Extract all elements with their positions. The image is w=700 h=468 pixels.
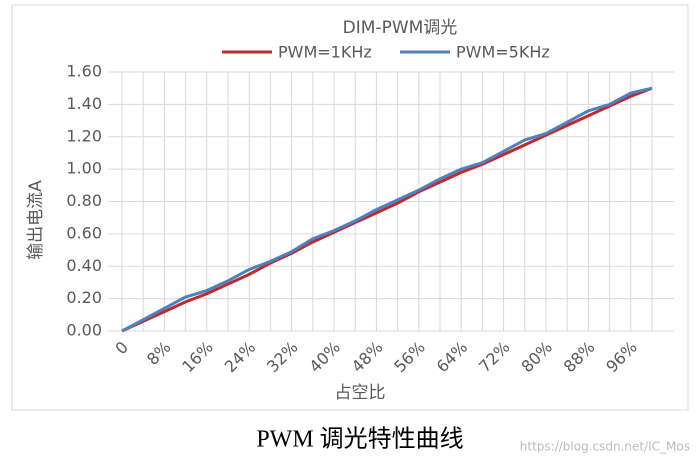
y-tick-label: 0.40 [66,256,102,275]
series-line [121,86,653,333]
watermark: https://blog.csdn.net/IC_Mos [520,440,690,454]
y-tick-label: 1.60 [66,62,102,81]
series-line [121,86,653,333]
y-tick-label: 0.80 [66,191,102,210]
y-tick-label: 0.00 [66,321,102,340]
chart-title: DIM-PWM调光 [343,18,458,38]
caption: PWM 调光特性曲线 [256,426,463,453]
y-tick-label: 1.20 [66,126,102,145]
x-axis-title: 占空比 [335,383,386,403]
y-axis-title: 输出电流A [26,180,46,260]
legend-label: PWM=1KHz [278,43,372,62]
legend-label: PWM=5KHz [456,43,550,62]
y-tick-label: 1.00 [66,159,102,178]
y-tick-label: 0.20 [66,288,102,307]
y-tick-label: 1.40 [66,94,102,113]
y-tick-label: 0.60 [66,223,102,242]
